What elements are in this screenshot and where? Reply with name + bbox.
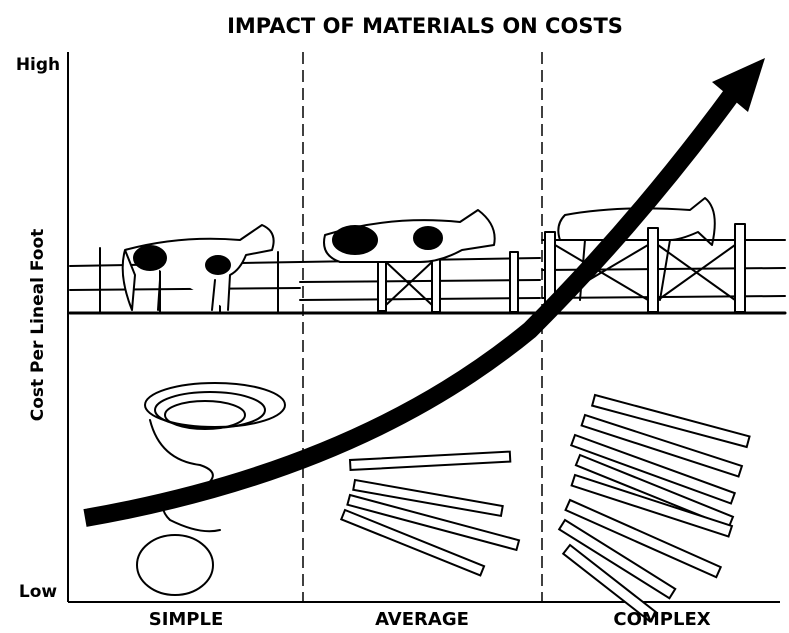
column-label: SIMPLE <box>149 609 224 630</box>
column-label: AVERAGE <box>375 609 469 630</box>
diagram: IMPACT OF MATERIALS ON COSTS High Low Co… <box>0 0 789 633</box>
column-label: COMPLEX <box>613 609 710 630</box>
high-label: High <box>16 55 60 75</box>
materials <box>137 383 750 621</box>
y-axis-label: Cost Per Lineal Foot <box>28 229 48 422</box>
low-label: Low <box>19 582 58 602</box>
title: IMPACT OF MATERIALS ON COSTS <box>227 14 623 38</box>
